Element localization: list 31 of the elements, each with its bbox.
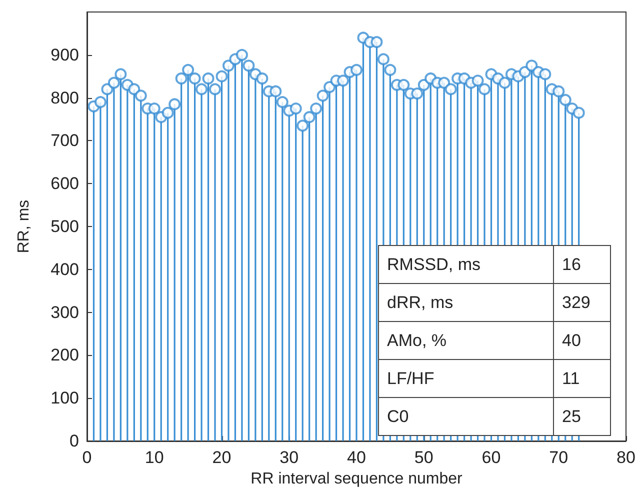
annotation: 25 [554,398,610,436]
y-tick-label: 100 [50,388,79,408]
y-tick-label: 200 [50,346,79,365]
y-tick-label: 600 [50,174,79,194]
y-tick-label: 800 [50,88,79,108]
y-tick-label: 900 [50,45,79,64]
x-tick-label: 40 [347,448,366,467]
annotation: 11 [554,360,610,398]
annotation: LF/HF [378,360,554,398]
x-tick-label: 50 [414,448,434,467]
y-tick-label: 500 [50,217,79,236]
annotation: AMo, % [378,322,554,360]
x-tick-label: 20 [212,448,232,467]
x-tick-label: 0 [82,448,92,467]
annotation: dRR, ms [378,284,554,322]
y-tick-label: 400 [50,260,79,279]
x-tick-label: 10 [144,448,164,467]
x-tick-label: 30 [280,448,299,467]
x-tick-label: 60 [482,448,501,467]
x-axis-title: RR interval sequence number [250,470,463,488]
annotation: RMSSD, ms [378,246,554,284]
annotation: 40 [554,322,610,360]
x-tick-label: 80 [616,448,636,467]
annotation: 329 [554,284,610,322]
y-tick-label: 700 [50,131,79,150]
y-axis-title: RR, ms [16,200,32,254]
y-tick-label: 300 [50,302,79,322]
annotation: C0 [378,398,554,436]
x-tick-label: 70 [549,448,568,467]
annotation: 16 [554,246,610,284]
y-tick-label: 0 [70,432,79,450]
